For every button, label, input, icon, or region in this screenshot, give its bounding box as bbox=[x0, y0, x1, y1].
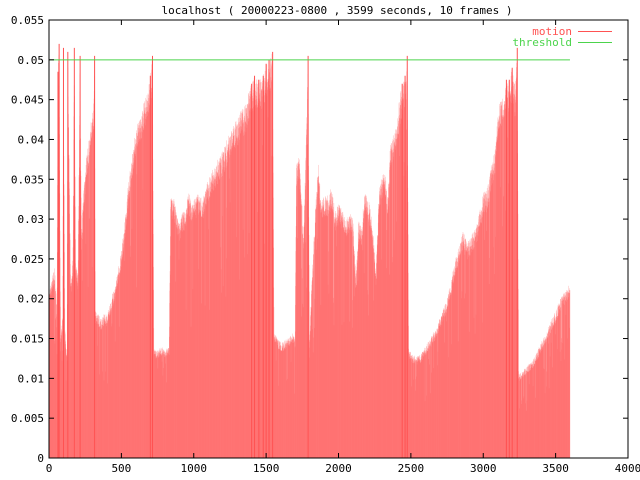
y-tick-label-5: 0.025 bbox=[11, 253, 44, 266]
y-tick-label-7: 0.035 bbox=[11, 173, 44, 186]
legend: motion threshold bbox=[512, 25, 612, 49]
y-tick-label-2: 0.01 bbox=[18, 372, 45, 385]
chart-title: localhost ( 20000223-0800 , 3599 seconds… bbox=[162, 4, 513, 17]
x-tick-label-1: 500 bbox=[111, 462, 131, 475]
y-tick-label-11: 0.055 bbox=[11, 14, 44, 27]
y-tick-label-3: 0.015 bbox=[11, 333, 44, 346]
y-tick-label-10: 0.05 bbox=[18, 54, 45, 67]
x-tick-label-8: 4000 bbox=[615, 462, 640, 475]
x-tick-label-4: 2000 bbox=[325, 462, 352, 475]
y-tick-label-0: 0 bbox=[37, 452, 44, 465]
x-tick-label-6: 3000 bbox=[470, 462, 497, 475]
y-tick-label-9: 0.045 bbox=[11, 94, 44, 107]
x-tick-label-5: 2500 bbox=[398, 462, 425, 475]
x-tick-label-0: 0 bbox=[46, 462, 53, 475]
legend-label-threshold: threshold bbox=[512, 36, 572, 49]
legend-label-motion: motion bbox=[532, 25, 572, 38]
y-tick-label-8: 0.04 bbox=[18, 133, 45, 146]
y-tick-label-4: 0.02 bbox=[18, 293, 45, 306]
x-tick-label-7: 3500 bbox=[542, 462, 569, 475]
series-layer bbox=[48, 43, 571, 458]
axis-layer: 0 0.005 0.01 0.015 0.02 0.025 0.03 0.035 0.04 0.0… bbox=[11, 14, 640, 475]
y-tick-label-6: 0.03 bbox=[18, 213, 45, 226]
x-tick-label-2: 1000 bbox=[181, 462, 208, 475]
x-tick-label-3: 1500 bbox=[253, 462, 280, 475]
y-tick-label-1: 0.005 bbox=[11, 412, 44, 425]
